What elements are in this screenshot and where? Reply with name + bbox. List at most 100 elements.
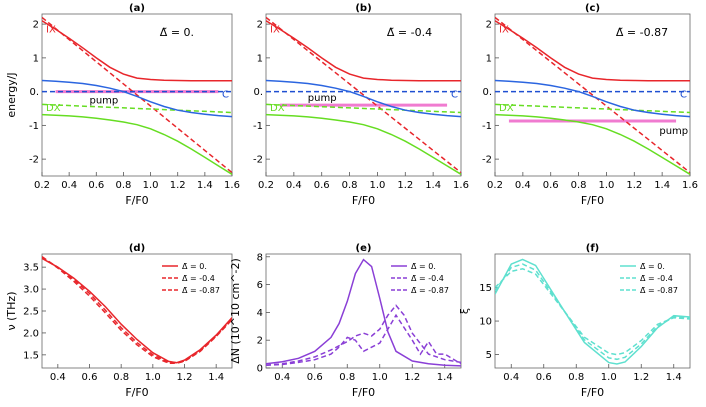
series-line-2	[495, 103, 690, 114]
x-tick-label: 0.8	[339, 372, 355, 383]
x-axis-label: F/F0	[125, 194, 148, 207]
plot-area	[42, 255, 232, 364]
y-tick-label: 2.0	[23, 328, 39, 339]
y-axis-label: ΔN (10^10 cm^-2)	[229, 258, 242, 364]
series-line-3	[266, 20, 461, 82]
plot-frame	[494, 13, 691, 177]
y-tick-label: 1.5	[23, 350, 39, 361]
x-tick-label: 1.2	[397, 180, 413, 191]
x-tick-label: 0.4	[503, 372, 519, 383]
y-tick-label: 0.	[253, 87, 263, 98]
y-tick-label: 6	[257, 280, 263, 291]
plot-frame	[41, 253, 233, 369]
ix-label: IX	[46, 25, 56, 36]
x-tick-label: 0.4	[515, 180, 531, 191]
series-line-2	[42, 255, 232, 364]
c-label: C	[222, 90, 229, 101]
series-line-0	[42, 257, 232, 364]
series-line-4	[42, 79, 232, 118]
y-tick-label: -1	[29, 121, 39, 132]
legend-label: Δ̃ = -0.87	[640, 286, 678, 295]
plot-area	[495, 16, 690, 175]
x-tick-label: 1.2	[170, 180, 186, 191]
y-tick-label: 5	[486, 350, 492, 361]
y-tick-label: -1	[482, 121, 492, 132]
y-tick-label: 3.5	[23, 263, 39, 274]
panel-title: (e)	[356, 243, 372, 254]
series-line-4	[495, 79, 690, 118]
legend-label: Δ̃ = -0.87	[411, 286, 449, 295]
y-axis-label: energy/J	[5, 72, 18, 117]
x-tick-label: 1.2	[177, 372, 193, 383]
y-tick-label: 8	[257, 252, 263, 263]
x-tick-label: 0.2	[487, 180, 503, 191]
series-line-0	[266, 258, 461, 367]
x-tick-label: 0.8	[115, 180, 131, 191]
x-tick-label: 1.0	[372, 372, 388, 383]
x-axis-label: F/F0	[352, 194, 375, 207]
y-tick-label: 10	[479, 317, 492, 328]
plot-area	[266, 16, 461, 175]
x-tick-label: 0.6	[543, 180, 559, 191]
series-line-5	[42, 113, 232, 175]
series-line-2	[42, 103, 232, 114]
y-tick-label: 0.	[29, 87, 39, 98]
x-tick-label: 1.2	[404, 372, 420, 383]
x-tick-label: 1.0	[143, 180, 159, 191]
series-line-0	[495, 258, 690, 365]
x-tick-label: 0.2	[34, 180, 50, 191]
y-tick-label: 2	[33, 20, 39, 31]
x-tick-label: 0.4	[274, 372, 290, 383]
panel-title: (c)	[585, 3, 600, 14]
series-line-0	[266, 16, 461, 174]
legend-label: Δ̃ = -0.4	[411, 274, 444, 283]
legend-label: Δ̃ = -0.4	[640, 274, 673, 283]
plot-frame	[41, 13, 233, 177]
delta-annotation: Δ̃ = -0.87	[616, 26, 668, 39]
legend-label: Δ̃ = 0.	[640, 262, 665, 271]
series-line-0	[495, 16, 690, 174]
series-line-0	[42, 16, 232, 174]
x-tick-label: 1.0	[369, 180, 385, 191]
delta-annotation: Δ̃ = 0.	[160, 26, 194, 39]
x-tick-label: 1.0	[598, 180, 614, 191]
x-axis-label: F/F0	[581, 386, 604, 399]
y-tick-label: 4	[257, 308, 263, 319]
y-tick-label: 1	[33, 53, 39, 64]
x-tick-label: 1.0	[145, 372, 161, 383]
x-tick-label: 1.4	[666, 372, 682, 383]
y-tick-label: 2	[486, 20, 492, 31]
y-axis-label: ξ	[458, 308, 471, 314]
x-tick-label: 0.8	[568, 372, 584, 383]
x-axis-label: F/F0	[125, 386, 148, 399]
x-tick-label: 0.4	[286, 180, 302, 191]
x-tick-label: 0.4	[61, 180, 77, 191]
x-tick-label: 1.0	[601, 372, 617, 383]
series-line-5	[495, 113, 690, 175]
x-tick-label: 0.6	[314, 180, 330, 191]
delta-annotation: Δ̃ = -0.4	[387, 26, 432, 39]
panel-title: (a)	[129, 3, 145, 14]
plot-area	[266, 258, 461, 367]
x-tick-label: 1.6	[224, 180, 240, 191]
x-axis-label: F/F0	[352, 386, 375, 399]
y-tick-label: 2.5	[23, 307, 39, 318]
x-tick-label: 1.4	[425, 180, 441, 191]
plot-area	[42, 16, 232, 175]
plot-area	[495, 258, 690, 365]
y-tick-label: -1	[253, 121, 263, 132]
panel-e: (e) 0.4 0.6 0.8 1.0 1.2 1.4 8 6 4 2 0 F/F0 ΔN (10^10 …	[229, 243, 462, 399]
x-tick-label: 0.2	[258, 180, 274, 191]
y-tick-label: -2	[482, 155, 492, 166]
plot-frame	[265, 253, 462, 369]
x-tick-label: 0.8	[113, 372, 129, 383]
x-tick-label: 0.6	[307, 372, 323, 383]
panel-b: (b) 0.2 0.4 0.6 0.8 1.0 1.2 1.4 1.6 2 1 0. -1 -2 F/F0 I…	[253, 3, 469, 207]
legend-label: Δ̃ = -0.4	[182, 274, 215, 283]
panel-title: (b)	[355, 3, 371, 14]
series-line-1	[495, 263, 690, 361]
x-tick-label: 0.6	[536, 372, 552, 383]
panel-a: (a) 0.2 0.4 0.6 0.8 1.0 1.2 1.4 1.6 2 1 0. -1 -2 F/F0 e…	[5, 3, 240, 207]
x-tick-label: 1.2	[626, 180, 642, 191]
